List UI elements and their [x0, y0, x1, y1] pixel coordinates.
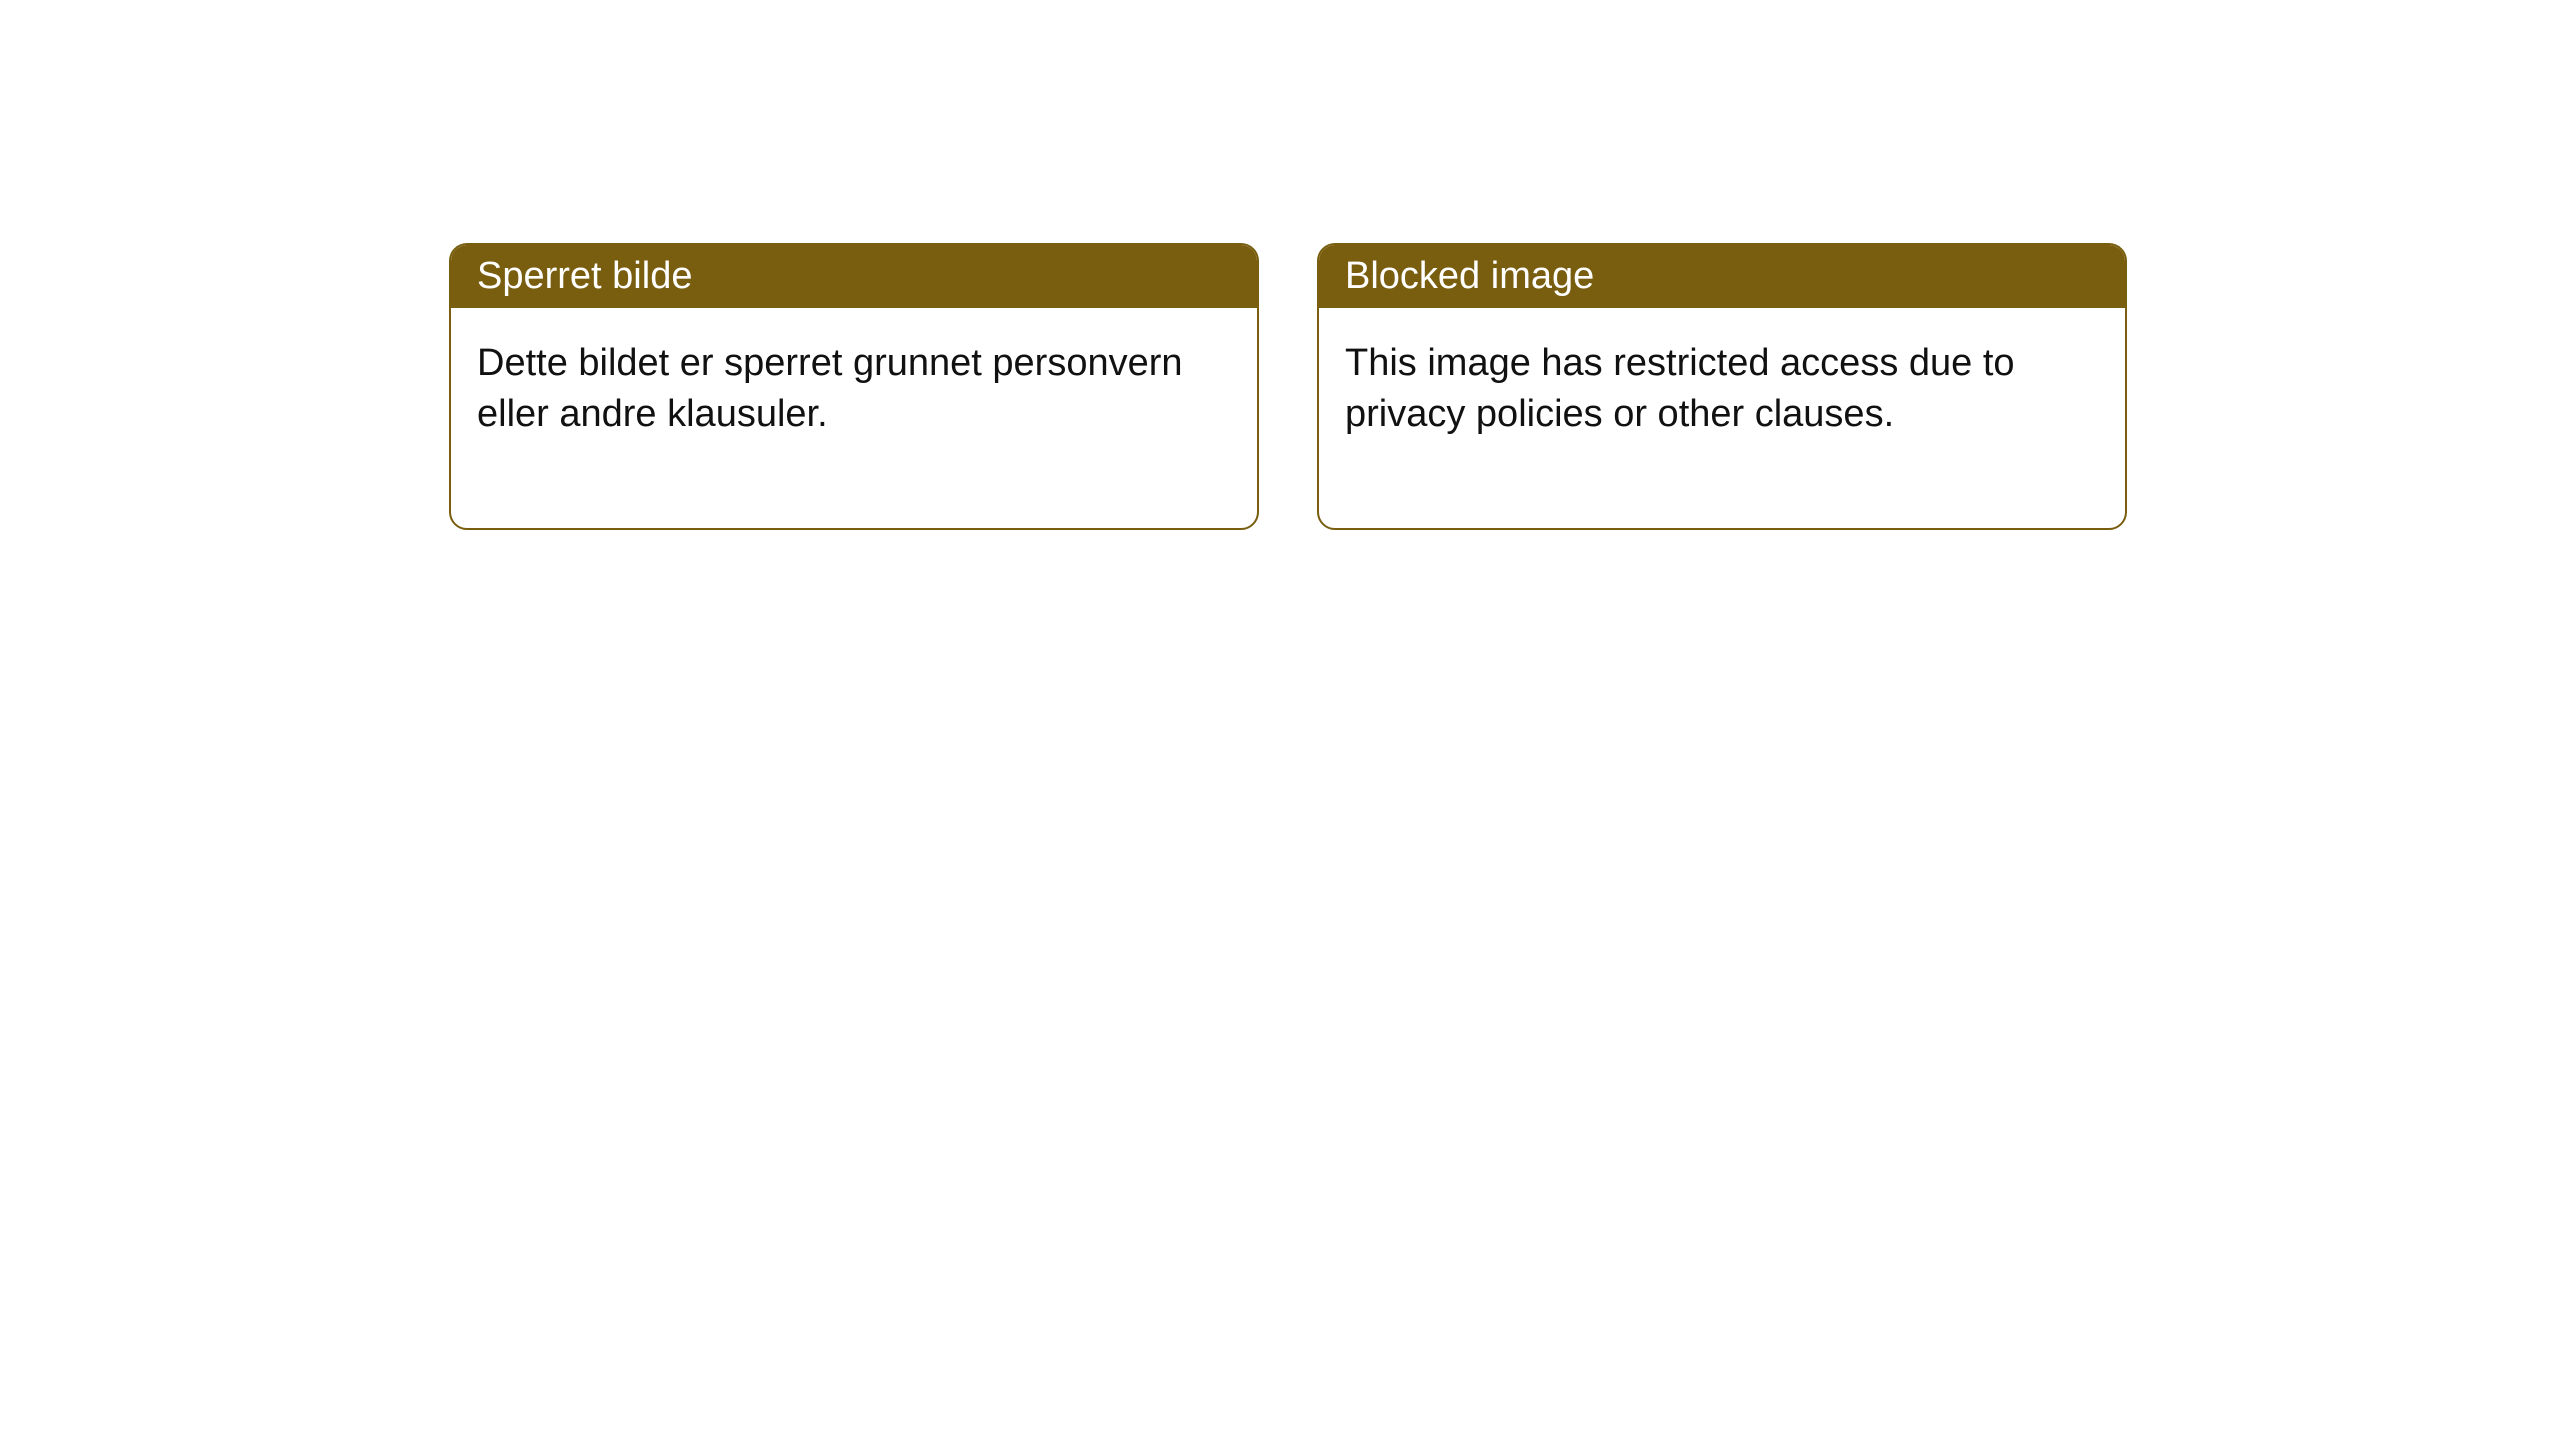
card-body-text: Dette bildet er sperret grunnet personve… — [477, 342, 1183, 435]
card-title: Sperret bilde — [477, 255, 692, 297]
blocked-image-card-no: Sperret bilde Dette bildet er sperret gr… — [449, 243, 1259, 530]
card-title: Blocked image — [1345, 255, 1594, 297]
cards-container: Sperret bilde Dette bildet er sperret gr… — [449, 243, 2127, 530]
blocked-image-card-en: Blocked image This image has restricted … — [1317, 243, 2127, 530]
card-body-text: This image has restricted access due to … — [1345, 342, 2015, 435]
card-body: This image has restricted access due to … — [1319, 308, 2125, 528]
card-header: Blocked image — [1319, 245, 2125, 308]
card-body: Dette bildet er sperret grunnet personve… — [451, 308, 1257, 528]
card-header: Sperret bilde — [451, 245, 1257, 308]
